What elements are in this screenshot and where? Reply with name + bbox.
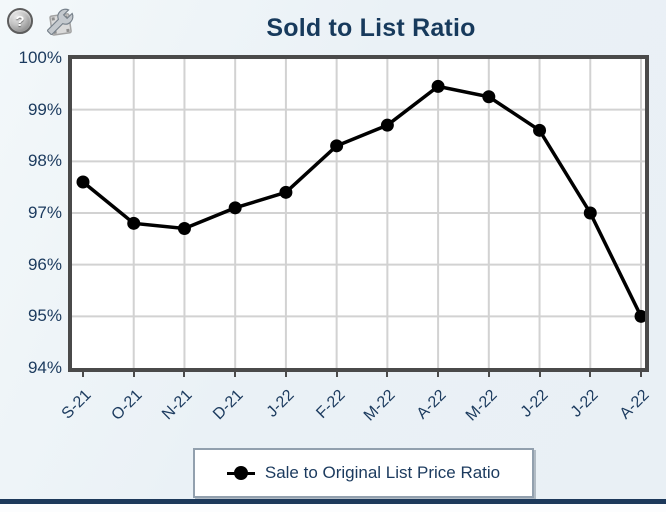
x-tick-label: J-22 <box>517 386 552 421</box>
data-point <box>228 201 242 215</box>
x-tick-label: J-22 <box>567 386 602 421</box>
x-tick-mark <box>183 372 186 377</box>
x-tick-mark <box>487 372 490 377</box>
settings-button[interactable] <box>44 6 76 38</box>
x-tick-mark <box>132 372 135 377</box>
question-mark-icon: ? <box>7 8 33 34</box>
legend-label: Sale to Original List Price Ratio <box>264 463 501 482</box>
series-line <box>81 84 643 318</box>
x-tick-mark <box>538 372 541 377</box>
x-tick-mark <box>284 372 287 377</box>
data-point <box>279 185 293 199</box>
x-tick-mark <box>640 372 642 377</box>
x-tick-label: N-21 <box>159 386 197 424</box>
help-button[interactable]: ? <box>7 7 35 35</box>
wrench-icon <box>46 8 74 36</box>
data-point <box>330 139 344 153</box>
data-point <box>380 118 394 132</box>
data-point <box>482 90 496 104</box>
x-tick-label: O-21 <box>108 386 146 424</box>
x-tick-label: F-22 <box>312 386 349 422</box>
y-tick-label: 100% <box>18 48 62 67</box>
y-tick-label: 98% <box>27 151 62 171</box>
x-tick-mark <box>335 372 338 377</box>
x-tick-mark <box>234 372 237 377</box>
plot-area <box>68 55 649 372</box>
x-tick-label: S-21 <box>58 386 95 423</box>
x-tick-label: D-21 <box>210 386 247 424</box>
data-point <box>634 309 645 323</box>
x-tick-mark <box>437 372 440 377</box>
y-tick-label: 96% <box>27 254 62 274</box>
x-tick-label: M-22 <box>361 386 400 425</box>
data-point <box>431 79 445 93</box>
bottom-divider-bar <box>0 499 666 512</box>
x-tick-mark <box>82 372 84 377</box>
y-tick-label: 95% <box>27 306 62 326</box>
y-tick-label: 94% <box>27 358 62 377</box>
data-point <box>177 222 191 235</box>
page-title: Sold to List Ratio <box>266 14 476 42</box>
data-point <box>583 206 597 220</box>
y-tick-label: 97% <box>27 203 62 222</box>
x-tick-label: J-22 <box>263 386 298 421</box>
x-tick-label: A-22 <box>616 386 653 423</box>
data-point <box>76 175 90 189</box>
x-tick-mark <box>386 372 389 377</box>
x-tick-mark <box>589 372 592 377</box>
legend: Sale to Original List Price Ratio <box>193 448 534 498</box>
legend-series-marker-icon <box>226 466 255 480</box>
data-point <box>533 123 547 137</box>
x-tick-label: M-22 <box>462 386 501 425</box>
data-point <box>127 216 141 230</box>
line-chart <box>72 59 645 368</box>
x-tick-label: A-22 <box>413 386 450 423</box>
y-tick-label: 99% <box>27 99 62 119</box>
